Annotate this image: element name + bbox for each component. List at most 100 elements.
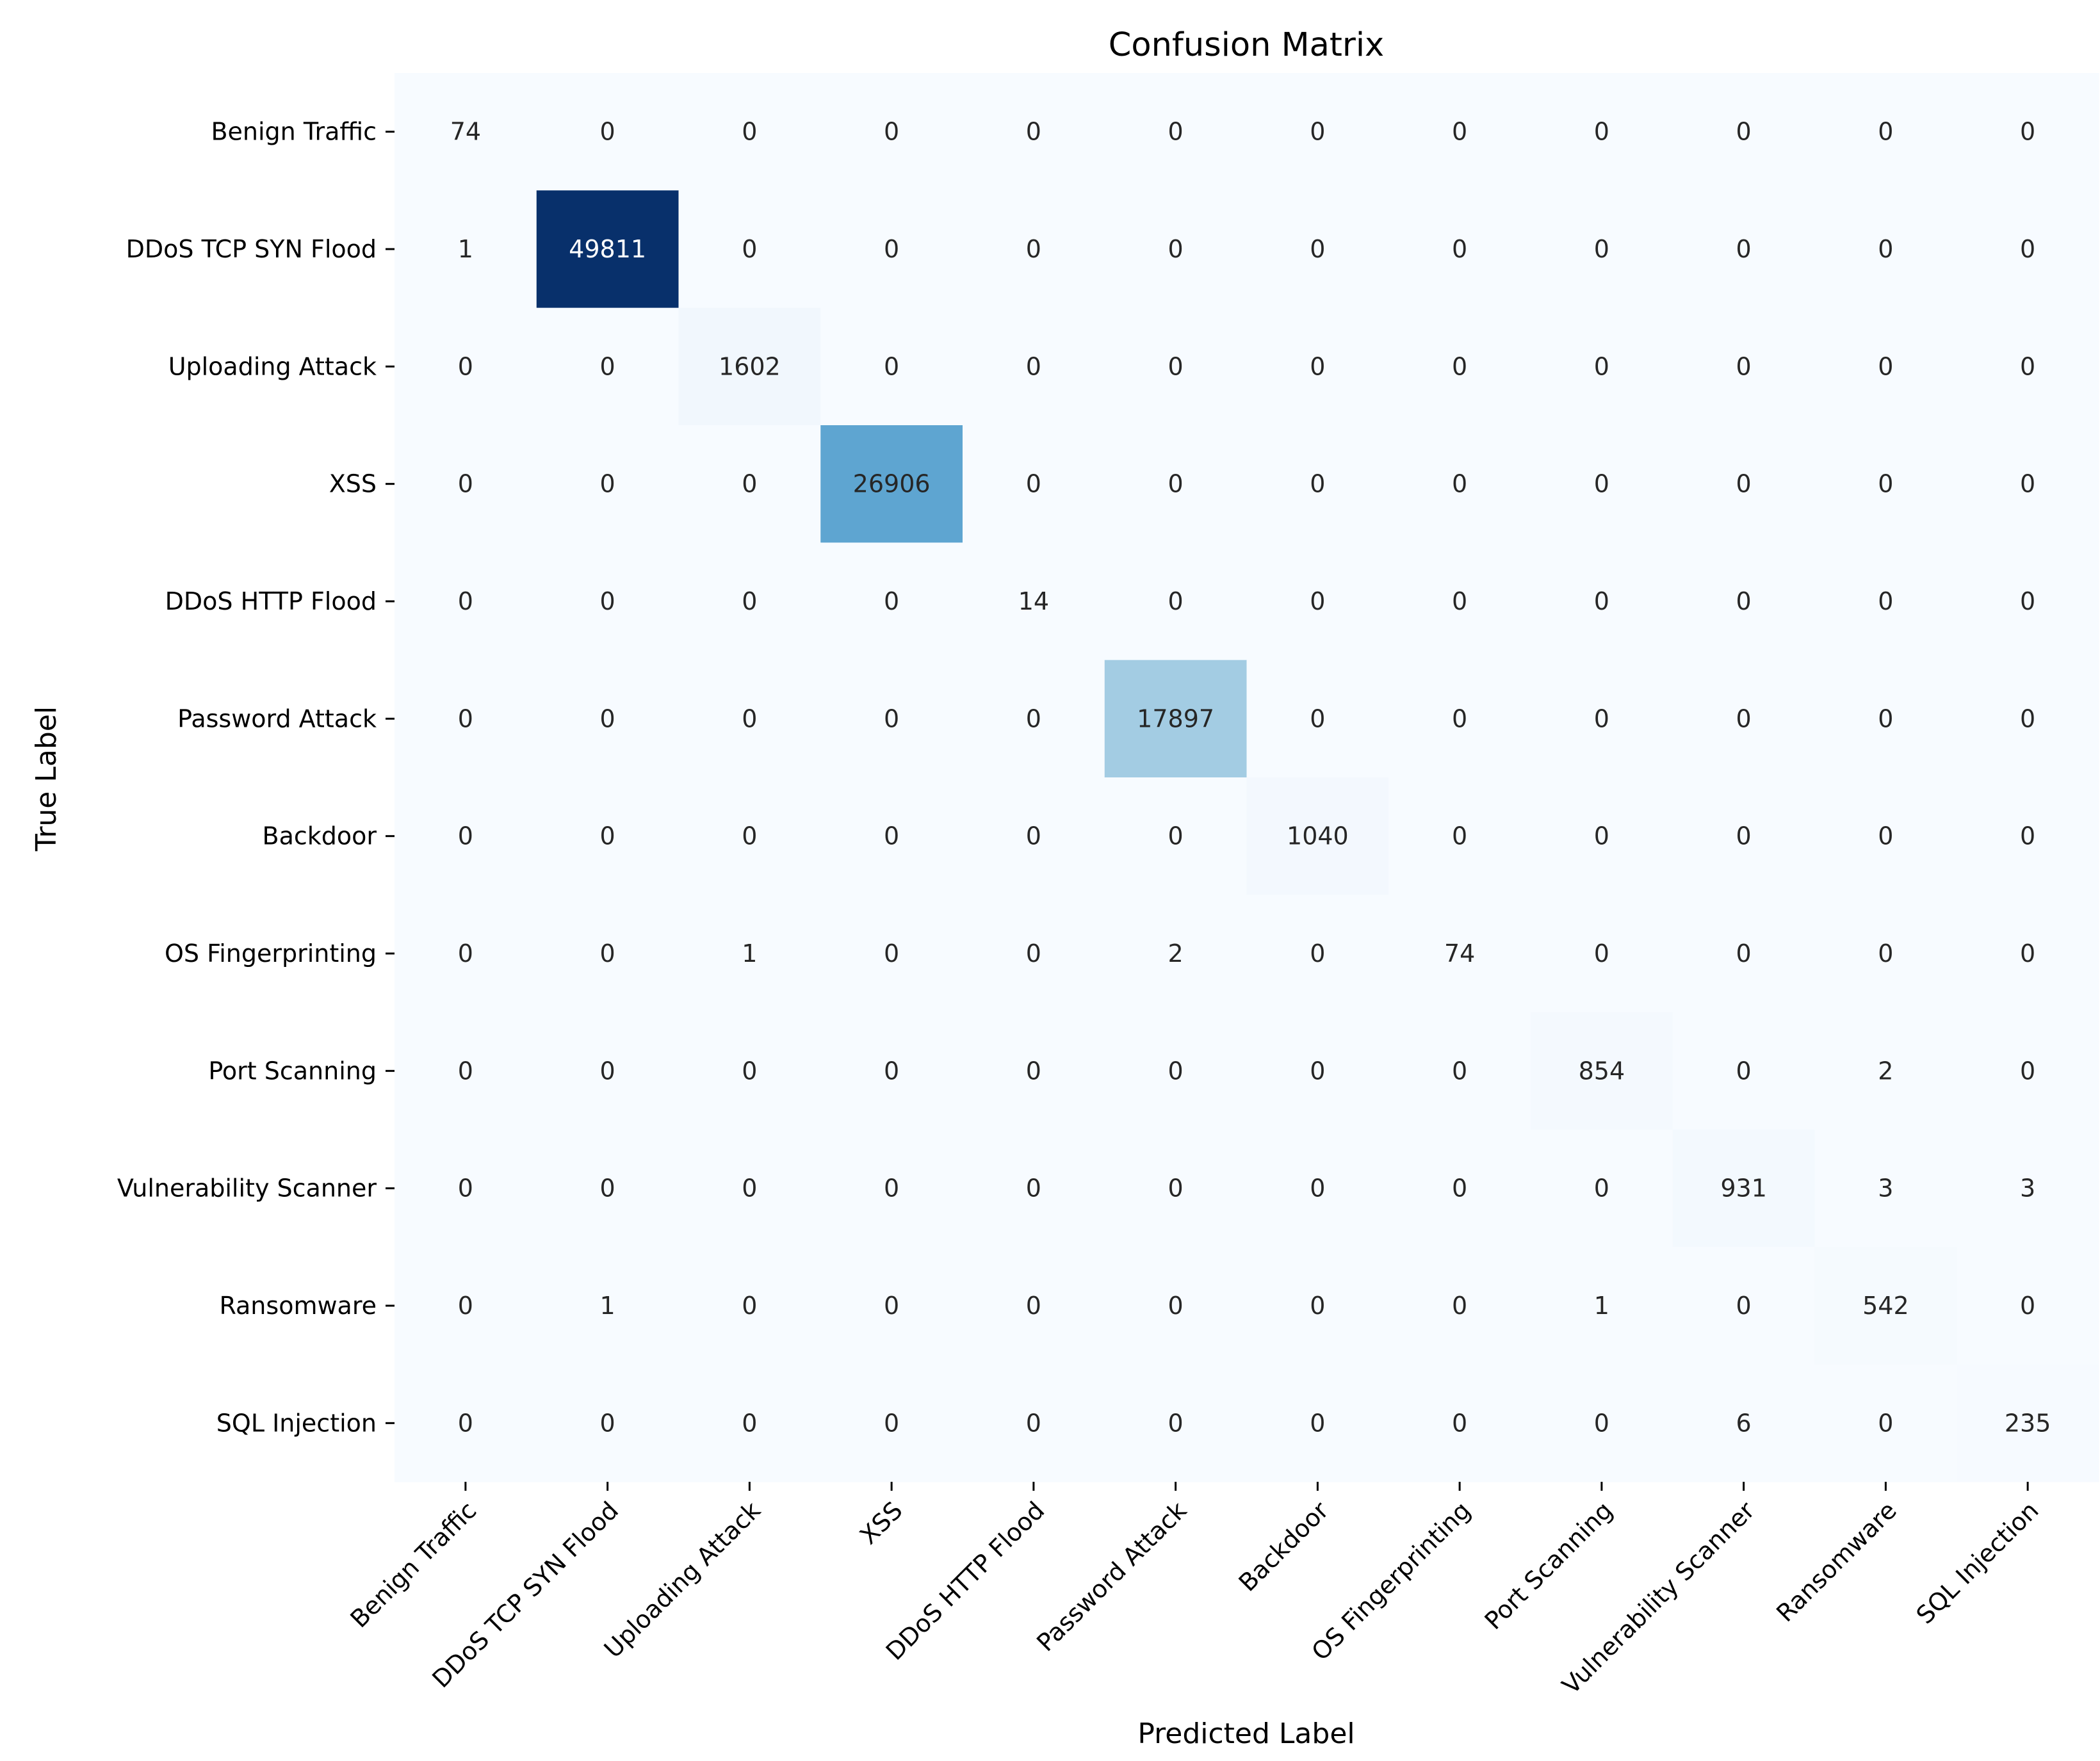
heatmap-cell-value: 0 bbox=[1878, 235, 1893, 263]
heatmap-cell-value: 0 bbox=[1452, 1057, 1467, 1085]
heatmap-cell-value: 0 bbox=[1310, 704, 1325, 733]
heatmap-cell bbox=[1388, 1012, 1531, 1130]
heatmap-cell bbox=[1246, 73, 1389, 191]
heatmap-cell bbox=[536, 777, 680, 895]
heatmap-cell-value: 0 bbox=[1452, 470, 1467, 498]
heatmap-cell-value: 0 bbox=[1736, 822, 1752, 850]
heatmap-cell bbox=[820, 1364, 963, 1482]
heatmap-cell bbox=[1957, 307, 2099, 426]
heatmap-cell-value: 1040 bbox=[1287, 822, 1349, 850]
x-tick-label: Ransomware bbox=[1771, 1496, 1902, 1627]
heatmap-cell bbox=[820, 1130, 963, 1247]
heatmap-cell-value: 0 bbox=[2020, 470, 2035, 498]
heatmap-cell-value: 0 bbox=[1594, 118, 1609, 146]
heatmap-cell bbox=[1672, 777, 1816, 895]
heatmap-cell bbox=[963, 307, 1105, 426]
heatmap-cell bbox=[820, 895, 963, 1013]
heatmap-cell bbox=[963, 1247, 1105, 1365]
heatmap-cell bbox=[1104, 1130, 1248, 1247]
heatmap-cell-value: 0 bbox=[1736, 1057, 1752, 1085]
x-tick-label: Port Scanning bbox=[1479, 1496, 1618, 1635]
heatmap-cell bbox=[1672, 307, 1816, 426]
heatmap-cell bbox=[1672, 1130, 1816, 1247]
heatmap-cell bbox=[536, 895, 680, 1013]
heatmap-cell-value: 0 bbox=[600, 1057, 615, 1085]
heatmap-cell bbox=[536, 542, 680, 661]
heatmap-cell-value: 0 bbox=[1594, 470, 1609, 498]
y-axis: Benign Traffic DDoS TCP SYN Flood Uploadin… bbox=[117, 118, 395, 1437]
heatmap-cell-value: 0 bbox=[2020, 1057, 2035, 1085]
heatmap-cell bbox=[1104, 895, 1248, 1013]
heatmap-cell-value: 0 bbox=[1878, 939, 1893, 968]
heatmap-cell bbox=[536, 73, 680, 191]
heatmap-cell bbox=[1388, 307, 1531, 426]
heatmap-cell-value: 26906 bbox=[853, 470, 931, 498]
heatmap-cell bbox=[963, 777, 1105, 895]
heatmap-cell-value: 2 bbox=[1878, 1057, 1893, 1085]
heatmap-cell bbox=[1104, 425, 1248, 543]
heatmap-cell bbox=[1531, 73, 1673, 191]
heatmap-cell bbox=[536, 1247, 680, 1365]
heatmap-cell bbox=[536, 1364, 680, 1482]
heatmap-cell-value: 0 bbox=[742, 470, 757, 498]
heatmap-cell bbox=[1246, 425, 1389, 543]
heatmap-cell bbox=[1531, 542, 1673, 661]
heatmap-cell bbox=[678, 425, 821, 543]
heatmap-cell-value: 0 bbox=[1310, 1057, 1325, 1085]
heatmap-cell-value: 0 bbox=[1736, 470, 1752, 498]
heatmap-cell-value: 0 bbox=[600, 352, 615, 380]
heatmap-cell-value: 0 bbox=[1026, 1057, 1041, 1085]
x-axis-label: Predicted Label bbox=[1137, 1717, 1355, 1750]
heatmap-cell bbox=[678, 895, 821, 1013]
heatmap-cell-value: 1 bbox=[458, 235, 473, 263]
heatmap-cell-value: 0 bbox=[742, 1057, 757, 1085]
heatmap-cell bbox=[1814, 1247, 1957, 1365]
heatmap-cell-value: 0 bbox=[1878, 587, 1893, 615]
heatmap-cell-value: 0 bbox=[1168, 1409, 1184, 1437]
heatmap-cell-value: 0 bbox=[1026, 704, 1041, 733]
y-tick-label: Vulnerability Scanner bbox=[117, 1174, 377, 1203]
heatmap-cell-value: 0 bbox=[1452, 822, 1467, 850]
heatmap-cell-value: 0 bbox=[1736, 352, 1752, 380]
heatmap-cell bbox=[1957, 73, 2099, 191]
heatmap-cell-value: 542 bbox=[1862, 1292, 1909, 1320]
heatmap-cell-value: 0 bbox=[742, 822, 757, 850]
heatmap-cell-value: 0 bbox=[600, 822, 615, 850]
heatmap-cell-value: 0 bbox=[1168, 235, 1184, 263]
heatmap-cell bbox=[1246, 307, 1389, 426]
heatmap-cell bbox=[820, 190, 963, 309]
heatmap-cell-value: 0 bbox=[2020, 704, 2035, 733]
y-tick-label: DDoS TCP SYN Flood bbox=[126, 235, 377, 263]
heatmap-cell-value: 0 bbox=[1736, 939, 1752, 968]
heatmap-cell-value: 0 bbox=[1026, 352, 1041, 380]
heatmap-cell-value: 0 bbox=[1878, 704, 1893, 733]
heatmap-cell bbox=[1814, 1130, 1957, 1247]
heatmap-cell bbox=[1957, 425, 2099, 543]
heatmap-cell-value: 0 bbox=[1736, 704, 1752, 733]
heatmap-cell-value: 235 bbox=[2005, 1409, 2051, 1437]
heatmap-cell-value: 0 bbox=[1878, 118, 1893, 146]
heatmap-cell bbox=[820, 1247, 963, 1365]
heatmap-cell-value: 0 bbox=[742, 235, 757, 263]
heatmap-cell-value: 0 bbox=[884, 1292, 899, 1320]
heatmap-cell bbox=[1104, 660, 1248, 778]
heatmap-cell-value: 0 bbox=[1594, 939, 1609, 968]
heatmap-cell bbox=[1531, 307, 1673, 426]
heatmap-cell bbox=[820, 542, 963, 661]
chart-title: Confusion Matrix bbox=[1109, 26, 1384, 64]
heatmap-cell-value: 0 bbox=[1168, 822, 1184, 850]
heatmap-cell-value: 0 bbox=[742, 1292, 757, 1320]
heatmap-cell bbox=[1104, 542, 1248, 661]
heatmap-cell-value: 0 bbox=[1310, 1409, 1325, 1437]
heatmap-cell-value: 0 bbox=[1168, 587, 1184, 615]
heatmap-cell-value: 0 bbox=[1168, 1174, 1184, 1203]
heatmap-cell bbox=[678, 190, 821, 309]
heatmap-cell bbox=[1104, 777, 1248, 895]
heatmap-cell bbox=[395, 425, 537, 543]
heatmap-cell-value: 0 bbox=[1310, 939, 1325, 968]
heatmap-cell bbox=[1531, 1130, 1673, 1247]
heatmap-cell-value: 0 bbox=[1026, 1292, 1041, 1320]
heatmap-cell bbox=[820, 1012, 963, 1130]
heatmap-cell-value: 0 bbox=[884, 587, 899, 615]
